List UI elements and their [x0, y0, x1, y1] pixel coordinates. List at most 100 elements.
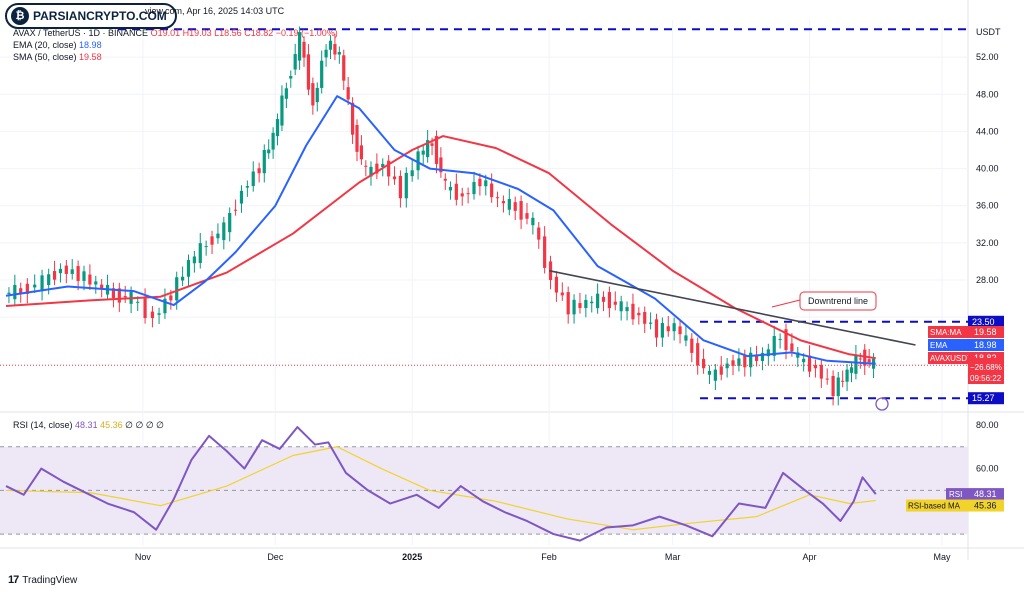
candle-body — [275, 119, 280, 137]
rsi-ma-name-tag — [906, 499, 968, 512]
rsi-legend[interactable]: RSI (14, close) 48.31 45.36 ∅ ∅ ∅ ∅ — [13, 420, 164, 431]
candle-body — [271, 132, 275, 150]
brand-badge[interactable]: ₿ PARSIANCRYPTO.COM — [5, 3, 177, 29]
ohlc-high: H19.03 — [182, 28, 212, 38]
candle-body — [584, 299, 588, 309]
candle-body — [58, 268, 63, 274]
candle-body — [204, 246, 208, 248]
candle-body — [94, 281, 98, 285]
bar-countdown-text: 09:56:22 — [970, 374, 1002, 383]
ohlc-open: O19.01 — [150, 28, 181, 38]
candle-body — [778, 338, 782, 340]
candle-body — [284, 88, 288, 99]
callout-pointer — [771, 299, 801, 308]
candle-body — [410, 170, 414, 177]
sma-legend[interactable]: SMA (50, close) 19.58 — [13, 51, 102, 63]
candle-body — [819, 364, 823, 379]
tradingview-brand: TradingView — [22, 574, 78, 586]
indicator-name-tag — [928, 352, 968, 364]
candle-body — [245, 186, 249, 188]
indicator-name-text: AVAXUSDT — [930, 354, 972, 363]
candle-body — [731, 360, 735, 366]
candle-body — [421, 150, 425, 155]
candle-body — [472, 182, 476, 195]
candle-body — [430, 143, 434, 146]
candle-body — [302, 41, 306, 58]
candle-body — [398, 176, 403, 199]
candle-body — [525, 213, 529, 219]
candle-body — [198, 243, 202, 263]
price-axis-unit: USDT — [976, 27, 1001, 37]
symbol-title: AVAX / TetherUS · 1D · BINANCE — [13, 28, 149, 38]
rsi-ma-legend-value: 45.36 — [100, 420, 123, 430]
candle-body — [387, 160, 391, 177]
downtrend-line — [548, 269, 916, 346]
candle-body — [466, 193, 470, 195]
price-tick-label: 32.00 — [976, 238, 999, 248]
candle-body — [306, 54, 311, 90]
level-price-text: 23.50 — [972, 317, 995, 327]
symbol-legend[interactable]: AVAX / TetherUS · 1D · BINANCE O19.01 H1… — [13, 27, 338, 39]
candle-body — [175, 277, 179, 301]
tradingview-footer[interactable]: 17 TradingView — [8, 574, 77, 586]
candle-body — [513, 202, 517, 211]
candle-body — [560, 292, 564, 296]
candle-body — [684, 335, 688, 341]
candle-body — [443, 178, 447, 181]
candle-body — [607, 292, 611, 309]
time-tick-label: May — [933, 552, 951, 562]
price-tick-label: 52.00 — [976, 52, 999, 62]
price-tick-label: 48.00 — [976, 89, 999, 99]
candle-body — [543, 236, 547, 268]
rsi-name-tag — [946, 488, 968, 501]
time-tick-label: Dec — [267, 552, 284, 562]
ema-legend-label: EMA (20, close) — [13, 40, 77, 50]
indicator-value-tag — [968, 326, 1004, 338]
rsi-legend-extras: ∅ ∅ ∅ ∅ — [125, 420, 165, 430]
candle-body — [19, 288, 23, 294]
candle-body — [181, 276, 185, 281]
last-price-extra-tag — [968, 358, 1004, 384]
last-price-change-text: −26.68% — [970, 363, 1002, 372]
indicator-value-tag — [968, 339, 1004, 351]
candle-body — [625, 307, 629, 312]
candle-body — [696, 343, 700, 366]
candle-body — [350, 102, 355, 135]
callout-box — [799, 291, 877, 311]
candle-body — [426, 140, 430, 158]
candle-body — [381, 163, 385, 168]
candle-body — [666, 326, 670, 332]
candle-body — [454, 183, 458, 200]
candle-body — [216, 233, 220, 239]
candle-body — [210, 236, 214, 245]
candle-body — [637, 312, 641, 316]
candle-body — [701, 358, 706, 369]
candle-body — [807, 355, 812, 372]
candle-body — [749, 352, 753, 368]
rsi-tick-label: 60.00 — [976, 464, 999, 474]
candle-body — [359, 145, 364, 160]
candle-body — [416, 151, 420, 171]
ohlc-change: −0.19 (−1.00%) — [275, 28, 338, 38]
rsi-value-tag — [968, 488, 1004, 501]
rsi-ma-value-text: 45.36 — [974, 501, 997, 511]
candle-body — [311, 83, 315, 106]
candle-body — [858, 358, 862, 360]
candle-body — [766, 349, 770, 357]
candle-body — [519, 201, 523, 220]
ema-line — [5, 95, 876, 365]
level-price-tag — [968, 392, 1004, 405]
ema-legend[interactable]: EMA (20, close) 18.98 — [13, 39, 102, 51]
candle-body — [355, 124, 359, 152]
candle-body — [460, 193, 464, 197]
candle-body — [601, 296, 606, 302]
candle-body — [228, 212, 232, 233]
rsi-legend-label: RSI (14, close) — [13, 420, 73, 430]
candle-body — [251, 171, 255, 187]
candle-body — [47, 274, 51, 286]
candle-body — [790, 343, 794, 352]
time-tick-label: 2025 — [402, 552, 422, 562]
candle-body — [136, 301, 140, 303]
candle-body — [262, 150, 266, 174]
candle-body — [123, 296, 127, 298]
